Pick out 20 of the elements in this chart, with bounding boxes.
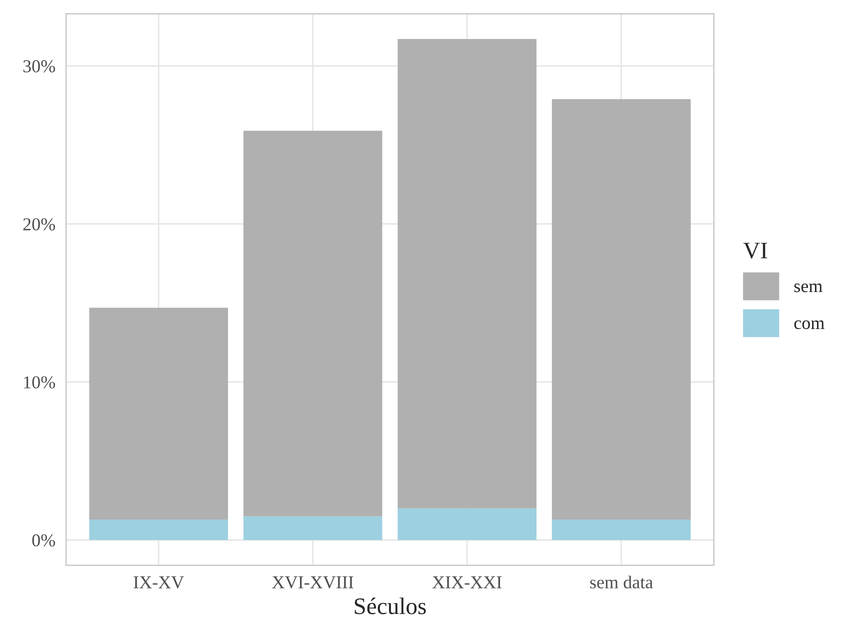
y-tick-label: 0% — [32, 534, 56, 546]
y-tick-label: 10% — [24, 376, 56, 388]
y-tick-label: 30% — [23, 60, 56, 72]
bar — [243, 516, 382, 540]
bar — [552, 99, 691, 520]
x-tick-label: XVI-XVIII — [272, 576, 354, 588]
bar — [398, 39, 536, 508]
y-tick-label: 20% — [23, 218, 56, 230]
legend-label: com — [794, 320, 824, 330]
x-tick-label: XIX-XXI — [432, 576, 502, 588]
legend-label: sem — [794, 284, 822, 292]
bar — [89, 308, 228, 520]
bar — [243, 130, 382, 516]
bar — [398, 508, 536, 540]
x-tick-label: IX-XV — [134, 576, 184, 588]
bar — [89, 519, 228, 540]
x-axis-title: Séculos — [354, 598, 426, 614]
x-tick-label: sem data — [590, 576, 653, 588]
legend-title: VI — [743, 242, 768, 259]
bar — [552, 519, 691, 540]
